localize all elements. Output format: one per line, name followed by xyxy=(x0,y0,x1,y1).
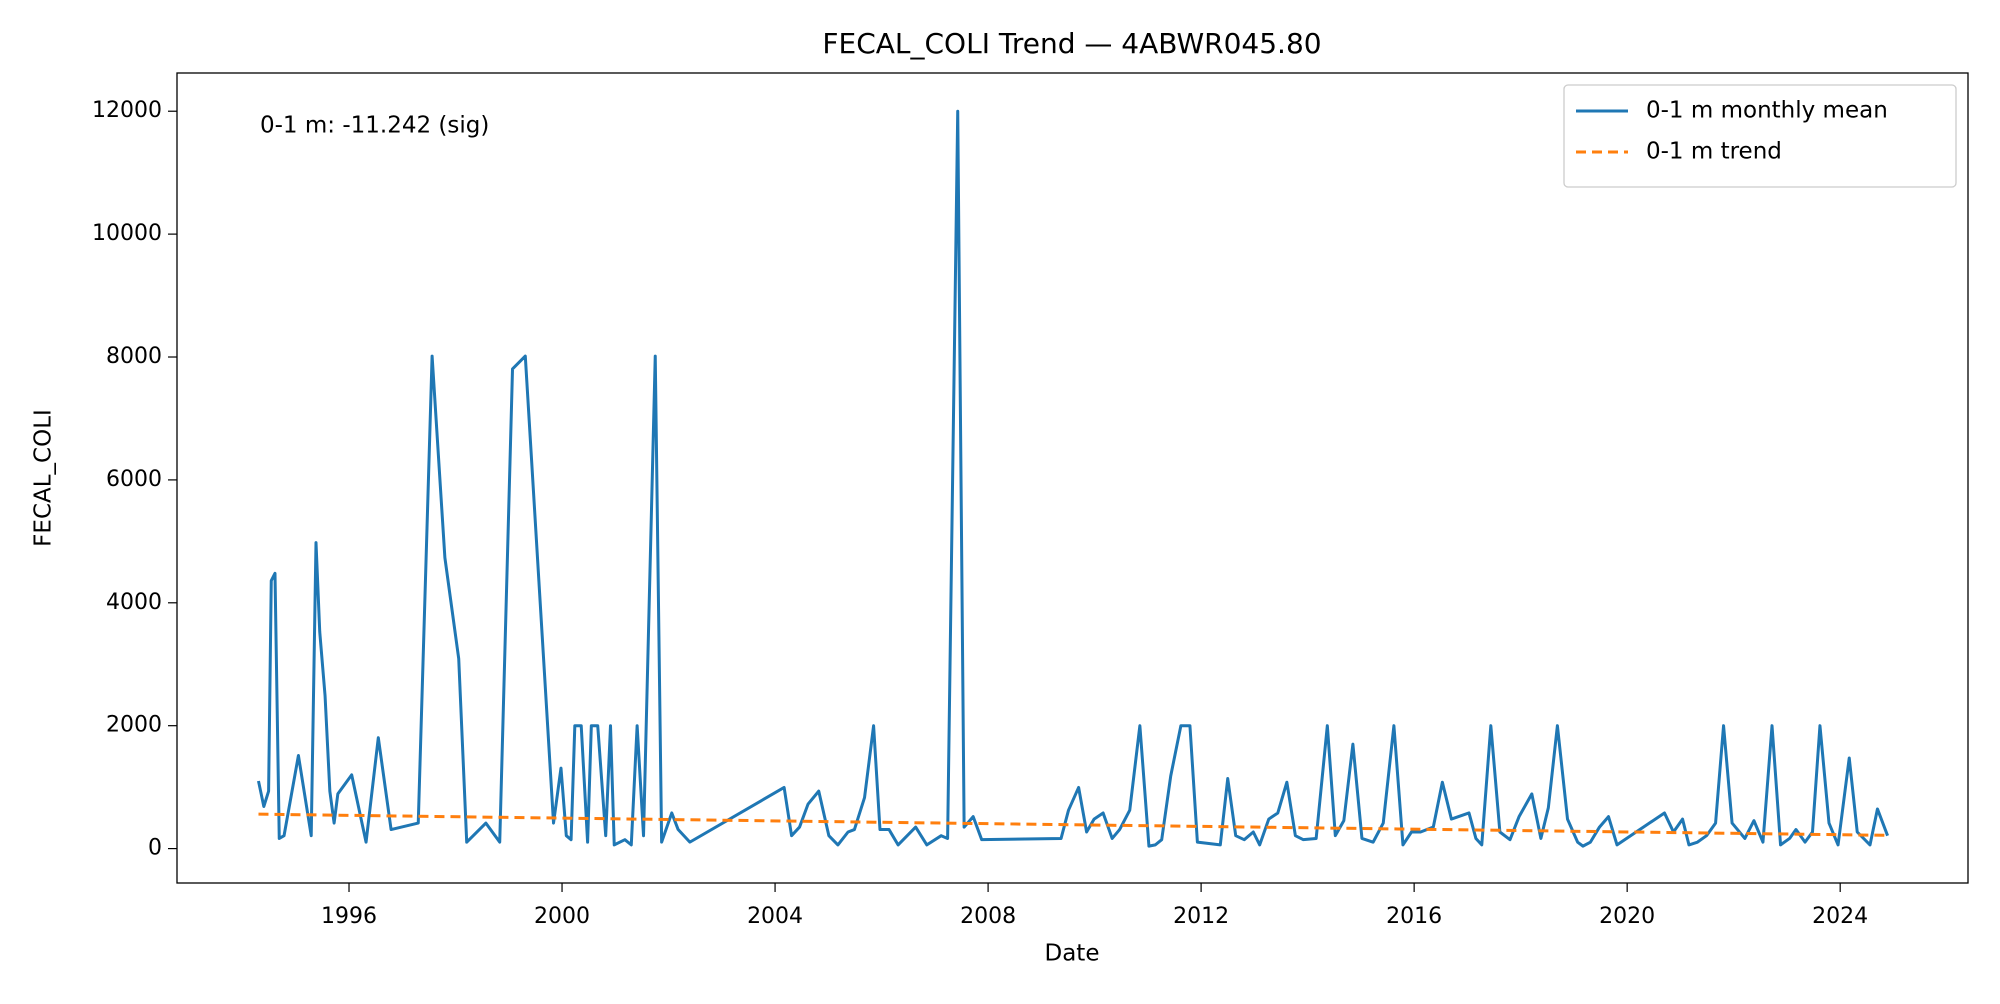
x-tick-label: 2020 xyxy=(1599,904,1655,929)
legend-label: 0-1 m trend xyxy=(1646,139,1782,165)
legend-label: 0-1 m monthly mean xyxy=(1646,98,1888,124)
x-tick-label: 1996 xyxy=(321,904,377,929)
x-tick-label: 2008 xyxy=(960,904,1016,929)
x-tick-label: 2024 xyxy=(1812,904,1868,929)
y-tick-label: 0 xyxy=(148,836,162,861)
x-tick-label: 2000 xyxy=(534,904,590,929)
y-tick-label: 6000 xyxy=(106,467,162,492)
x-tick-label: 2004 xyxy=(747,904,803,929)
y-tick-label: 4000 xyxy=(106,590,162,615)
y-tick-label: 2000 xyxy=(106,713,162,738)
y-tick-label: 10000 xyxy=(92,221,162,246)
plot-frame xyxy=(176,72,1969,884)
chart-title: FECAL_COLI Trend — 4ABWR045.80 xyxy=(822,27,1321,60)
y-tick-label: 12000 xyxy=(92,98,162,123)
x-tick-label: 2012 xyxy=(1173,904,1229,929)
y-tick-label: 8000 xyxy=(106,344,162,369)
data-line xyxy=(257,109,1889,848)
x-tick-label: 2016 xyxy=(1386,904,1442,929)
annotation: 0-1 m: -11.242 (sig) xyxy=(260,113,489,139)
y-axis-label: FECAL_COLI xyxy=(31,409,57,547)
x-axis-label: Date xyxy=(1045,941,1100,967)
legend-box xyxy=(1563,84,1957,188)
